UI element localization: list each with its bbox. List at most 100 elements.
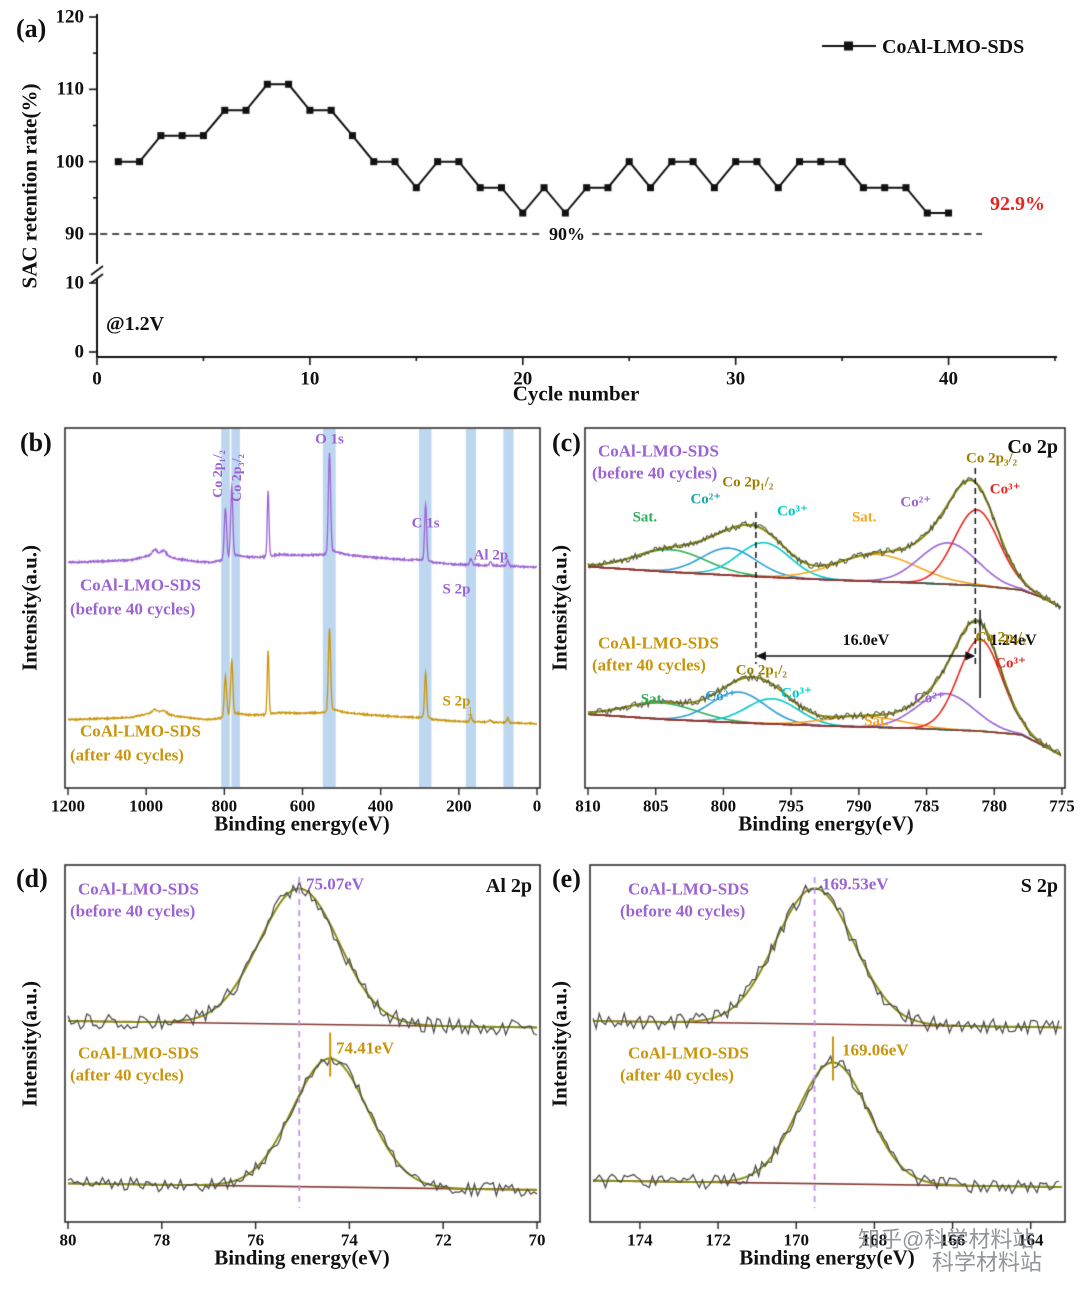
c-series-before-line1: CoAl-LMO-SDS xyxy=(598,441,719,461)
c-x-tick: 805 xyxy=(642,796,669,816)
b-x-tick: 600 xyxy=(289,796,316,816)
a-x-tick: 30 xyxy=(726,368,746,390)
c-x-tick: 775 xyxy=(1049,796,1075,816)
a-x-tick: 0 xyxy=(92,368,102,390)
e-x-tick: 166 xyxy=(939,1230,966,1250)
b-peak-label: Co 2p₁/₂ xyxy=(210,450,226,498)
b-peak-label: ↓ xyxy=(466,703,475,720)
c-component-label: Co 2p₁/₂ xyxy=(722,474,774,491)
c-x-tick: 780 xyxy=(981,796,1008,816)
c-series-after-line2: (after 40 cycles) xyxy=(592,655,706,675)
panel-c-tag: (c) xyxy=(552,428,581,457)
watermark-secondary: 科学材料站 xyxy=(932,1250,1043,1275)
series-label-before-line2: (before 40 cycles) xyxy=(70,599,196,619)
e-x-tick: 168 xyxy=(861,1230,888,1250)
panel-c-xlabel: Binding energy(eV) xyxy=(738,811,914,836)
voltage-annotation: @1.2V xyxy=(106,313,165,335)
c-series-before-line2: (before 40 cycles) xyxy=(592,463,718,483)
b-peak-label: O 1s xyxy=(315,431,344,448)
d-series-before-line2: (before 40 cycles) xyxy=(70,901,196,921)
c-component-label: Sat. xyxy=(640,691,666,708)
e-x-tick: 172 xyxy=(705,1230,731,1250)
panel-a-ylabel: SAC retention rate(%) xyxy=(17,83,42,289)
d-series-after-line2: (after 40 cycles) xyxy=(70,1065,184,1085)
a-y-tick: 100 xyxy=(55,151,85,173)
series-label-after-line2: (after 40 cycles) xyxy=(70,745,184,765)
d-x-tick: 76 xyxy=(247,1230,265,1250)
d-series-before-line1: CoAl-LMO-SDS xyxy=(78,879,199,899)
panel-d-title: Al 2p xyxy=(485,875,532,897)
c-x-tick: 810 xyxy=(575,796,601,816)
a-y-tick: 10 xyxy=(65,272,84,294)
panel-d-xlabel: Binding energy(eV) xyxy=(214,1245,390,1270)
e-x-tick: 170 xyxy=(783,1230,809,1250)
series-label-after-line1: CoAl-LMO-SDS xyxy=(80,721,201,741)
e-series-after-line1: CoAl-LMO-SDS xyxy=(628,1043,749,1063)
d-x-tick: 74 xyxy=(340,1230,358,1250)
panel-d-ylabel: Intensity(a.u.) xyxy=(17,980,42,1108)
c-x-tick: 785 xyxy=(913,796,940,816)
c-component-label: Co³⁺ xyxy=(995,655,1026,672)
c-series-after-line1: CoAl-LMO-SDS xyxy=(598,633,719,653)
panel-b-xlabel: Binding energy(eV) xyxy=(214,811,390,836)
c-component-label: Co²⁺ xyxy=(705,688,737,705)
e-x-tick: 174 xyxy=(627,1230,653,1250)
c-component-label: Co²⁺ xyxy=(900,494,932,511)
d-x-tick: 80 xyxy=(59,1230,77,1250)
separation-label: 16.0eV xyxy=(842,632,890,649)
legend-label: CoAl-LMO-SDS xyxy=(882,36,1025,58)
b-x-tick: 1200 xyxy=(51,796,85,816)
a-y-tick: 120 xyxy=(55,6,85,28)
ref-line-label: 90% xyxy=(543,225,591,243)
c-component-label: Co 2p₁/₂ xyxy=(735,662,787,679)
c-component-label: Co²⁺ xyxy=(690,491,722,508)
c-x-tick: 795 xyxy=(778,796,804,816)
series-label-before-line1: CoAl-LMO-SDS xyxy=(80,575,201,595)
panel-a-xlabel: Cycle number xyxy=(512,381,640,406)
b-peak-label: C 1s xyxy=(411,515,440,532)
a-x-tick: 40 xyxy=(939,368,959,390)
panel-a-tag: (a) xyxy=(16,14,47,43)
b-peak-label: Co 2p₃/₂ xyxy=(229,454,245,502)
a-x-tick: 10 xyxy=(300,368,320,390)
b-x-tick: 800 xyxy=(211,796,238,816)
b-peak-label: S 2p xyxy=(442,581,471,598)
d-x-tick: 70 xyxy=(528,1230,546,1250)
d-peak-ev-before: 75.07eV xyxy=(306,874,365,894)
d-series-after-line1: CoAl-LMO-SDS xyxy=(78,1043,199,1063)
e-series-before-line2: (before 40 cycles) xyxy=(620,901,746,921)
panel-c-title: Co 2p xyxy=(1007,436,1058,458)
b-peak-label: Al 2p xyxy=(473,547,509,564)
panel-b-tag: (b) xyxy=(20,428,52,457)
d-peak-ev-after: 74.41eV xyxy=(336,1038,395,1058)
b-peak-label: S 2p xyxy=(442,693,471,710)
c-component-label: Co 2p₃/₂ xyxy=(975,629,1027,646)
b-x-tick: 200 xyxy=(446,796,472,816)
panel-c-ylabel: Intensity(a.u.) xyxy=(547,544,572,672)
b-x-tick: 400 xyxy=(367,796,394,816)
c-component-label: Co³⁺ xyxy=(989,481,1021,498)
e-peak-ev-after: 169.06eV xyxy=(842,1040,909,1060)
a-y-tick: 0 xyxy=(74,341,85,363)
final-retention-label: 92.9% xyxy=(990,193,1045,215)
panel-e-tag: (e) xyxy=(552,864,581,893)
panel-d-tag: (d) xyxy=(16,864,48,893)
e-series-before-line1: CoAl-LMO-SDS xyxy=(628,879,749,899)
d-x-tick: 72 xyxy=(434,1230,452,1250)
b-x-tick: 0 xyxy=(532,796,542,816)
c-component-label: Co 2p₃/₂ xyxy=(966,450,1018,467)
c-component-label: Co³⁺ xyxy=(777,503,808,520)
panel-e-title: S 2p xyxy=(1020,875,1058,897)
c-x-tick: 790 xyxy=(846,796,872,816)
c-component-label: Sat. xyxy=(864,713,889,730)
a-y-tick: 110 xyxy=(56,78,84,100)
d-x-tick: 78 xyxy=(153,1230,171,1250)
e-peak-ev-before: 169.53eV xyxy=(822,874,889,894)
shift-label: 1.24eV xyxy=(990,632,1037,649)
watermark: 知乎@科学材料站 xyxy=(858,1227,1035,1252)
c-component-label: Co²⁺ xyxy=(913,690,945,707)
c-component-label: Sat. xyxy=(632,509,658,526)
